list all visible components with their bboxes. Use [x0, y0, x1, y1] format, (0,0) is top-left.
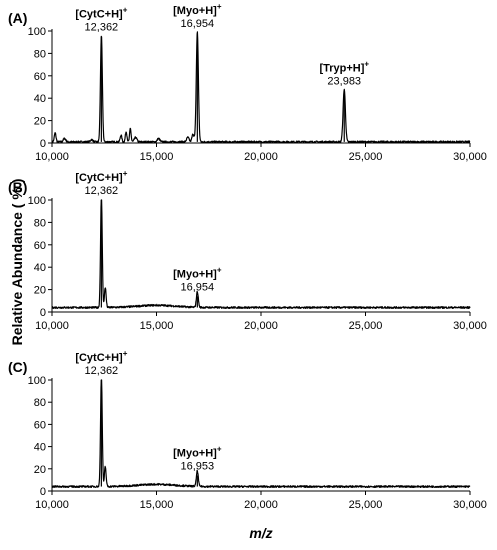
peak-ion-charge: + — [217, 444, 222, 453]
peak-ion-label: [Myo+H]+ — [173, 444, 222, 459]
peak-ion-charge: + — [217, 2, 222, 11]
peak-mz-label: 23,983 — [327, 75, 361, 87]
y-tick-label: 100 — [28, 195, 46, 207]
peak-ion-label: [Myo+H]+ — [173, 265, 222, 280]
y-tick-label: 0 — [40, 486, 46, 498]
x-tick-label: 10,000 — [35, 499, 69, 511]
spectrum-trace — [51, 31, 471, 144]
x-tick-label: 30,000 — [453, 499, 487, 511]
panel-label: (B) — [8, 179, 27, 195]
peak-ion-charge: + — [217, 265, 222, 274]
peak-ion-name: [Tryp+H] — [319, 62, 364, 74]
peak-ion-charge: + — [123, 349, 128, 358]
peak-ion-name: [Myo+H] — [173, 268, 217, 280]
y-tick-label: 100 — [28, 26, 46, 38]
y-tick-label: 60 — [34, 419, 46, 431]
peak-ion-name: [Myo+H] — [173, 5, 217, 17]
peak-ion-name: [CytC+H] — [75, 352, 123, 364]
peak-ion-name: [Myo+H] — [173, 447, 217, 459]
peak-mz-label: 16,953 — [180, 460, 214, 472]
y-tick-label: 40 — [34, 93, 46, 105]
panel-label: (C) — [8, 359, 27, 375]
peak-mz-label: 12,362 — [85, 22, 119, 34]
x-tick-label: 25,000 — [349, 499, 383, 511]
peak-ion-charge: + — [364, 59, 369, 68]
y-tick-label: 60 — [34, 240, 46, 252]
peak-ion-label: [Tryp+H]+ — [319, 59, 369, 74]
x-tick-label: 20,000 — [244, 320, 278, 332]
x-tick-label: 10,000 — [35, 151, 69, 163]
x-tick-label: 20,000 — [244, 499, 278, 511]
peak-ion-name: [CytC+H] — [75, 9, 123, 21]
y-tick-label: 80 — [34, 48, 46, 60]
peak-mz-label: 12,362 — [85, 365, 119, 377]
x-tick-label: 10,000 — [35, 320, 69, 332]
y-tick-label: 40 — [34, 262, 46, 274]
y-tick-label: 0 — [40, 307, 46, 319]
panel-label: (A) — [8, 10, 27, 26]
peak-mz-label: 16,954 — [181, 18, 215, 30]
peak-mz-label: 12,362 — [85, 185, 119, 197]
y-tick-label: 40 — [34, 442, 46, 454]
y-tick-label: 60 — [34, 71, 46, 83]
spectrum-trace — [51, 379, 471, 488]
y-tick-label: 20 — [34, 285, 46, 297]
peak-ion-charge: + — [123, 6, 128, 15]
peak-mz-label: 16,954 — [181, 281, 215, 293]
x-tick-label: 20,000 — [244, 151, 278, 163]
x-tick-label: 30,000 — [453, 320, 487, 332]
x-tick-label: 25,000 — [349, 151, 383, 163]
peak-ion-name: [CytC+H] — [75, 172, 123, 184]
peak-ion-label: [CytC+H]+ — [75, 349, 127, 364]
x-tick-label: 15,000 — [140, 499, 174, 511]
y-tick-label: 20 — [34, 464, 46, 476]
x-tick-label: 15,000 — [140, 151, 174, 163]
peak-ion-label: [Myo+H]+ — [173, 2, 222, 17]
spectrum-trace — [51, 199, 471, 309]
panel-c: 0 20 40 60 80 100 10,000 15,000 20,000 25,000 30,0… — [8, 349, 487, 511]
peak-ion-label: [CytC+H]+ — [75, 169, 127, 184]
peak-ion-charge: + — [123, 169, 128, 178]
y-tick-label: 80 — [34, 217, 46, 229]
y-axis-label: Relative Abundance ( % ) — [9, 179, 25, 346]
x-tick-label: 25,000 — [349, 320, 383, 332]
peak-ion-label: [CytC+H]+ — [75, 6, 127, 21]
panel-b: 0 20 40 60 80 100 10,000 15,000 20,000 25,000 30,0… — [8, 169, 487, 332]
x-tick-label: 15,000 — [140, 320, 174, 332]
x-axis-label: m/z — [249, 525, 272, 541]
y-tick-label: 80 — [34, 397, 46, 409]
panel-a: 0 20 40 60 80 100 10,000 15,000 20,000 25,000 30,0… — [8, 2, 487, 163]
y-tick-label: 100 — [28, 375, 46, 387]
y-tick-label: 0 — [40, 138, 46, 150]
y-tick-label: 20 — [34, 116, 46, 128]
x-tick-label: 30,000 — [453, 151, 487, 163]
